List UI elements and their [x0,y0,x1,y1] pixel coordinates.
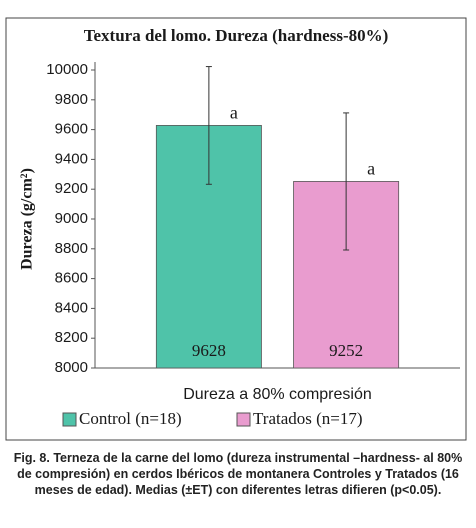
chart-title: Textura del lomo. Dureza (hardness-80%) [84,26,389,45]
y-tick-label: 9000 [55,210,88,227]
legend-label: Tratados (n=17) [253,409,363,428]
significance-letter: a [367,159,375,179]
chart: Textura del lomo. Dureza (hardness-80%) … [5,17,467,441]
y-axis-label: Dureza (g/cm²) [19,168,36,270]
data-label: 9628 [192,341,226,360]
y-tick-label: 8400 [55,299,88,316]
y-tick-label: 10000 [46,61,88,78]
legend-swatch [62,412,77,427]
legend-swatch [236,412,251,427]
y-tick-label: 8600 [55,270,88,287]
y-tick-label: 8200 [55,329,88,346]
y-tick-label: 9400 [55,150,88,167]
y-tick-label: 9600 [55,121,88,138]
y-tick-label: 8000 [55,359,88,376]
figure-caption: Fig. 8. Terneza de la carne del lomo (du… [13,451,463,497]
y-tick-label: 9200 [55,180,88,197]
data-label: 9252 [329,341,363,360]
x-tick-label: Dureza a 80% compresión [183,386,372,403]
legend-label: Control (n=18) [79,409,182,428]
y-tick-label: 9800 [55,91,88,108]
significance-letter: a [230,103,238,123]
y-tick-label: 8800 [55,240,88,257]
